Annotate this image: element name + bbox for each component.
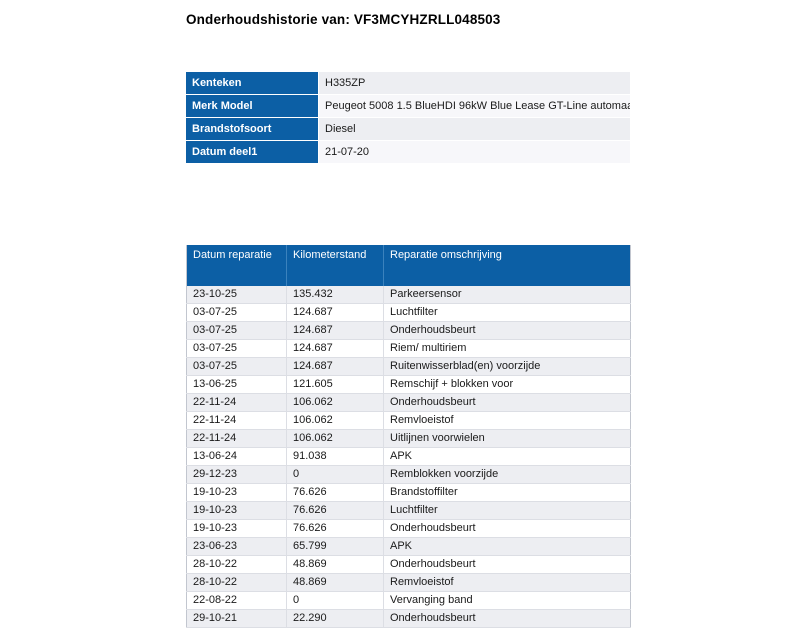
cell-datum-reparatie: 03-07-25 [186,303,287,322]
vehicle-info-label: Datum deel1 [186,140,319,164]
cell-reparatie-omschrijving: APK [383,537,631,556]
cell-reparatie-omschrijving: Onderhoudsbeurt [383,393,631,412]
repair-history-table: Datum reparatie Kilometerstand Reparatie… [186,245,631,628]
cell-datum-reparatie: 23-06-23 [186,537,287,556]
cell-datum-reparatie: 19-10-23 [186,483,287,502]
cell-datum-reparatie: 28-10-22 [186,573,287,592]
vehicle-info-row: Merk Model Peugeot 5008 1.5 BlueHDI 96kW … [186,94,630,118]
cell-datum-reparatie: 13-06-25 [186,375,287,394]
cell-kilometerstand: 124.687 [286,303,384,322]
vehicle-info-row: Kenteken H335ZP [186,72,630,95]
cell-kilometerstand: 106.062 [286,393,384,412]
column-header-reparatie-omschrijving[interactable]: Reparatie omschrijving [383,245,631,286]
cell-reparatie-omschrijving: Riem/ multiriem [383,339,631,358]
cell-kilometerstand: 48.869 [286,555,384,574]
vehicle-info-row: Datum deel1 21-07-20 [186,140,630,164]
column-header-kilometerstand[interactable]: Kilometerstand [286,245,384,286]
table-row: 22-11-24 106.062 Uitlijnen voorwielen [186,429,631,448]
table-row: 29-10-21 22.290 Onderhoudsbeurt [186,609,631,628]
table-row: 23-10-25 135.432 Parkeersensor [186,286,631,304]
cell-reparatie-omschrijving: Brandstoffilter [383,483,631,502]
cell-datum-reparatie: 19-10-23 [186,501,287,520]
cell-kilometerstand: 121.605 [286,375,384,394]
cell-kilometerstand: 76.626 [286,519,384,538]
cell-kilometerstand: 91.038 [286,447,384,466]
cell-datum-reparatie: 03-07-25 [186,321,287,340]
cell-reparatie-omschrijving: Remschijf + blokken voor [383,375,631,394]
vehicle-info-value: H335ZP [318,72,630,95]
cell-datum-reparatie: 22-11-24 [186,429,287,448]
cell-datum-reparatie: 22-11-24 [186,393,287,412]
cell-reparatie-omschrijving: Uitlijnen voorwielen [383,429,631,448]
cell-kilometerstand: 135.432 [286,286,384,304]
cell-reparatie-omschrijving: Remvloeistof [383,411,631,430]
cell-datum-reparatie: 23-10-25 [186,286,287,304]
table-row: 03-07-25 124.687 Riem/ multiriem [186,339,631,358]
cell-reparatie-omschrijving: Parkeersensor [383,286,631,304]
cell-kilometerstand: 106.062 [286,429,384,448]
cell-datum-reparatie: 28-10-22 [186,555,287,574]
cell-datum-reparatie: 29-10-21 [186,609,287,628]
cell-datum-reparatie: 29-12-23 [186,465,287,484]
cell-datum-reparatie: 03-07-25 [186,357,287,376]
table-row: 23-06-23 65.799 APK [186,537,631,556]
cell-datum-reparatie: 22-08-22 [186,591,287,610]
table-row: 28-10-22 48.869 Onderhoudsbeurt [186,555,631,574]
vehicle-info-table: Kenteken H335ZP Merk Model Peugeot 5008 1.5… [186,72,630,164]
cell-reparatie-omschrijving: Onderhoudsbeurt [383,609,631,628]
cell-reparatie-omschrijving: Remblokken voorzijde [383,465,631,484]
vehicle-info-value: Peugeot 5008 1.5 BlueHDI 96kW Blue Lease… [318,94,630,118]
table-row: 03-07-25 124.687 Onderhoudsbeurt [186,321,631,340]
cell-kilometerstand: 106.062 [286,411,384,430]
cell-kilometerstand: 0 [286,465,384,484]
table-row: 29-12-23 0 Remblokken voorzijde [186,465,631,484]
repair-history-header: Datum reparatie Kilometerstand Reparatie… [186,245,631,286]
cell-reparatie-omschrijving: Vervanging band [383,591,631,610]
cell-kilometerstand: 124.687 [286,321,384,340]
cell-datum-reparatie: 03-07-25 [186,339,287,358]
table-row: 13-06-24 91.038 APK [186,447,631,466]
vehicle-info-label: Brandstofsoort [186,117,319,141]
cell-reparatie-omschrijving: Onderhoudsbeurt [383,555,631,574]
repair-history-header-row: Datum reparatie Kilometerstand Reparatie… [186,245,631,286]
vehicle-info-value: Diesel [318,117,630,141]
table-row: 22-11-24 106.062 Remvloeistof [186,411,631,430]
cell-reparatie-omschrijving: Onderhoudsbeurt [383,519,631,538]
cell-kilometerstand: 0 [286,591,384,610]
table-row: 13-06-25 121.605 Remschijf + blokken voor [186,375,631,394]
table-row: 03-07-25 124.687 Luchtfilter [186,303,631,322]
cell-reparatie-omschrijving: Luchtfilter [383,303,631,322]
cell-kilometerstand: 22.290 [286,609,384,628]
cell-datum-reparatie: 22-11-24 [186,411,287,430]
cell-reparatie-omschrijving: APK [383,447,631,466]
column-header-datum-reparatie[interactable]: Datum reparatie [186,245,287,286]
vehicle-info-label: Merk Model [186,94,319,118]
table-row: 03-07-25 124.687 Ruitenwisserblad(en) voor… [186,357,631,376]
table-row: 19-10-23 76.626 Brandstoffilter [186,483,631,502]
vehicle-info-body: Kenteken H335ZP Merk Model Peugeot 5008 1.5… [186,72,630,164]
table-row: 22-11-24 106.062 Onderhoudsbeurt [186,393,631,412]
table-row: 22-08-22 0 Vervanging band [186,591,631,610]
cell-reparatie-omschrijving: Onderhoudsbeurt [383,321,631,340]
cell-kilometerstand: 124.687 [286,339,384,358]
table-row: 19-10-23 76.626 Onderhoudsbeurt [186,519,631,538]
vehicle-info-value: 21-07-20 [318,140,630,164]
cell-reparatie-omschrijving: Luchtfilter [383,501,631,520]
cell-kilometerstand: 76.626 [286,501,384,520]
table-row: 19-10-23 76.626 Luchtfilter [186,501,631,520]
cell-kilometerstand: 48.869 [286,573,384,592]
cell-reparatie-omschrijving: Remvloeistof [383,573,631,592]
cell-datum-reparatie: 13-06-24 [186,447,287,466]
cell-datum-reparatie: 19-10-23 [186,519,287,538]
repair-history-body: 23-10-25 135.432 Parkeersensor 03-07-25 124.… [186,286,631,628]
cell-kilometerstand: 65.799 [286,537,384,556]
vehicle-info-row: Brandstofsoort Diesel [186,117,630,141]
vehicle-info-label: Kenteken [186,72,319,95]
table-row: 28-10-22 48.869 Remvloeistof [186,573,631,592]
page-title: Onderhoudshistorie van: VF3MCYHZRLL04850… [186,12,501,28]
cell-reparatie-omschrijving: Ruitenwisserblad(en) voorzijde [383,357,631,376]
cell-kilometerstand: 76.626 [286,483,384,502]
cell-kilometerstand: 124.687 [286,357,384,376]
